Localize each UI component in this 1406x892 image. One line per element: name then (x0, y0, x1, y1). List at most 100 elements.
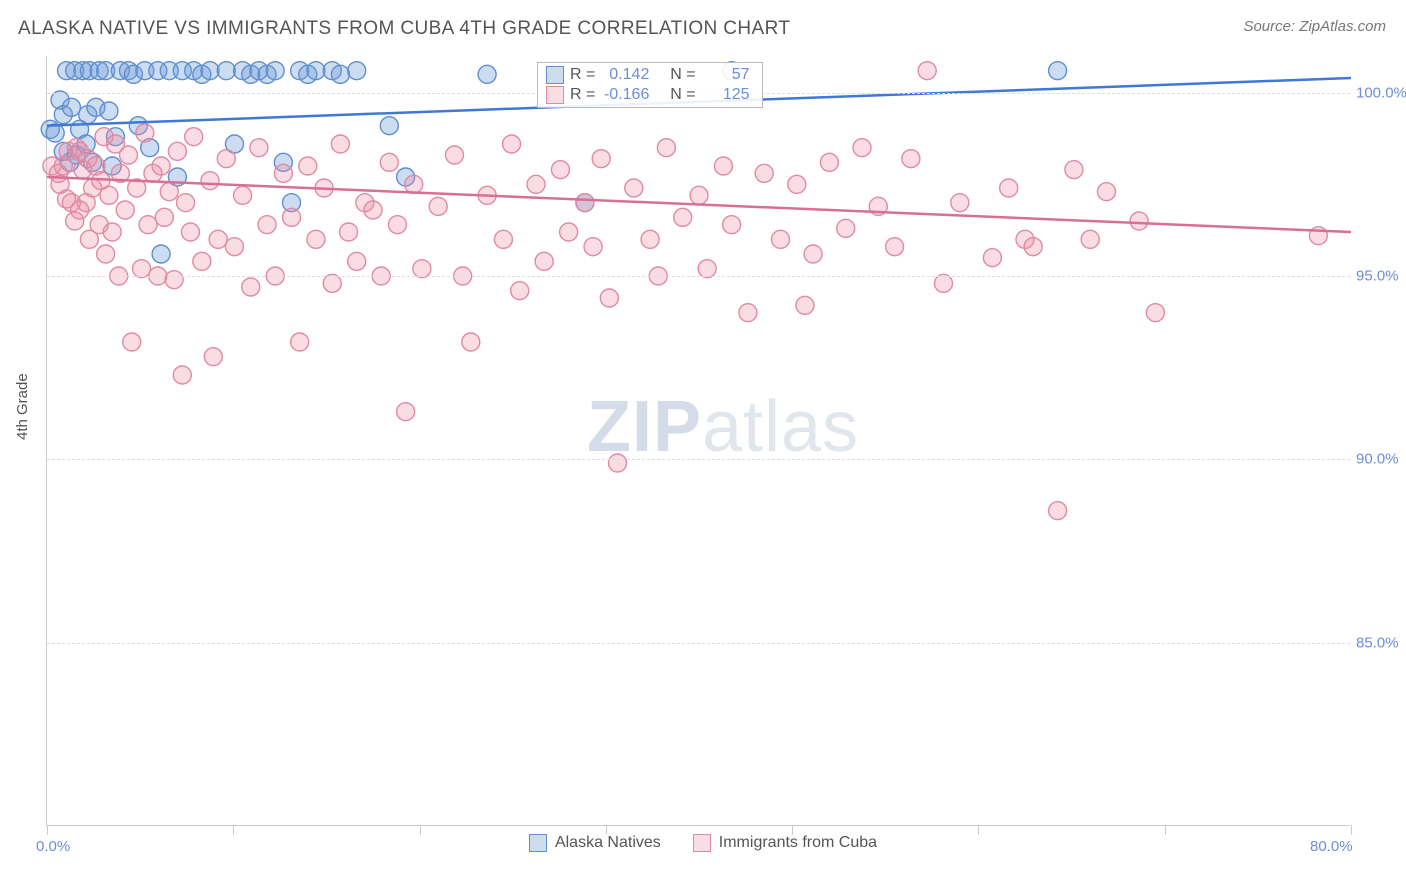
x-tick-label: 80.0% (1310, 838, 1353, 855)
scatter-point (307, 230, 325, 248)
legend-swatch (546, 86, 564, 104)
scatter-point (139, 216, 157, 234)
gridline-h (47, 276, 1350, 277)
scatter-point (331, 65, 349, 83)
scatter-point (177, 194, 195, 212)
scatter-point (1049, 502, 1067, 520)
scatter-point (116, 201, 134, 219)
correlation-legend-row: R =0.142 N =57 (538, 65, 762, 85)
scatter-plot-svg (47, 56, 1350, 825)
scatter-point (165, 271, 183, 289)
scatter-point (120, 146, 138, 164)
scatter-point (853, 139, 871, 157)
scatter-point (181, 223, 199, 241)
scatter-point (62, 98, 80, 116)
scatter-point (641, 230, 659, 248)
scatter-point (698, 260, 716, 278)
scatter-point (535, 252, 553, 270)
y-axis-label: 4th Grade (14, 373, 31, 440)
scatter-point (551, 161, 569, 179)
scatter-point (193, 252, 211, 270)
scatter-point (217, 150, 235, 168)
scatter-point (133, 260, 151, 278)
scatter-point (405, 175, 423, 193)
scatter-point (307, 62, 325, 80)
legend-n-value: 57 (702, 66, 750, 84)
scatter-point (1049, 62, 1067, 80)
gridline-h (47, 643, 1350, 644)
scatter-point (584, 238, 602, 256)
chart-title: ALASKA NATIVE VS IMMIGRANTS FROM CUBA 4T… (18, 18, 790, 40)
scatter-point (291, 333, 309, 351)
scatter-point (201, 62, 219, 80)
scatter-point (173, 366, 191, 384)
scatter-point (266, 62, 284, 80)
y-tick-label: 100.0% (1356, 84, 1406, 101)
scatter-point (331, 135, 349, 153)
scatter-point (413, 260, 431, 278)
legend-swatch (546, 66, 564, 84)
scatter-point (886, 238, 904, 256)
gridline-h (47, 459, 1350, 460)
legend-label: Alaska Natives (555, 834, 661, 852)
scatter-point (804, 245, 822, 263)
scatter-point (225, 238, 243, 256)
scatter-point (250, 139, 268, 157)
scatter-point (299, 157, 317, 175)
scatter-point (592, 150, 610, 168)
scatter-point (446, 146, 464, 164)
scatter-point (97, 245, 115, 263)
scatter-point (935, 274, 953, 292)
scatter-point (576, 194, 594, 212)
scatter-point (714, 157, 732, 175)
scatter-point (902, 150, 920, 168)
scatter-point (478, 65, 496, 83)
scatter-point (380, 153, 398, 171)
scatter-point (609, 454, 627, 472)
scatter-point (755, 164, 773, 182)
scatter-point (462, 333, 480, 351)
scatter-point (185, 128, 203, 146)
scatter-point (625, 179, 643, 197)
legend-n-value: 125 (702, 86, 750, 104)
scatter-point (217, 62, 235, 80)
scatter-point (723, 216, 741, 234)
scatter-point (788, 175, 806, 193)
scatter-point (1065, 161, 1083, 179)
scatter-point (657, 139, 675, 157)
scatter-point (283, 208, 301, 226)
scatter-point (560, 223, 578, 241)
correlation-legend-row: R =-0.166 N =125 (538, 85, 762, 105)
legend-bottom: Alaska Natives Immigrants from Cuba (0, 834, 1406, 852)
scatter-point (429, 197, 447, 215)
scatter-point (918, 62, 936, 80)
scatter-point (600, 289, 618, 307)
scatter-point (258, 216, 276, 234)
scatter-point (242, 278, 260, 296)
legend-r-label: R = (570, 66, 595, 84)
scatter-point (380, 117, 398, 135)
scatter-point (1098, 183, 1116, 201)
scatter-point (1000, 179, 1018, 197)
scatter-point (348, 252, 366, 270)
scatter-point (364, 201, 382, 219)
scatter-point (204, 348, 222, 366)
scatter-point (152, 157, 170, 175)
legend-item: Immigrants from Cuba (693, 834, 877, 852)
scatter-point (234, 186, 252, 204)
scatter-point (820, 153, 838, 171)
scatter-point (100, 186, 118, 204)
y-tick-label: 95.0% (1356, 268, 1399, 285)
scatter-point (323, 274, 341, 292)
source-label: Source: ZipAtlas.com (1243, 18, 1386, 35)
correlation-legend: R =0.142 N =57R =-0.166 N =125 (537, 62, 763, 108)
scatter-point (983, 249, 1001, 267)
legend-n-label: N = (670, 66, 695, 84)
scatter-point (397, 403, 415, 421)
scatter-point (1130, 212, 1148, 230)
scatter-point (340, 223, 358, 241)
legend-r-label: R = (570, 86, 595, 104)
scatter-point (168, 142, 186, 160)
scatter-point (160, 183, 178, 201)
scatter-point (152, 245, 170, 263)
